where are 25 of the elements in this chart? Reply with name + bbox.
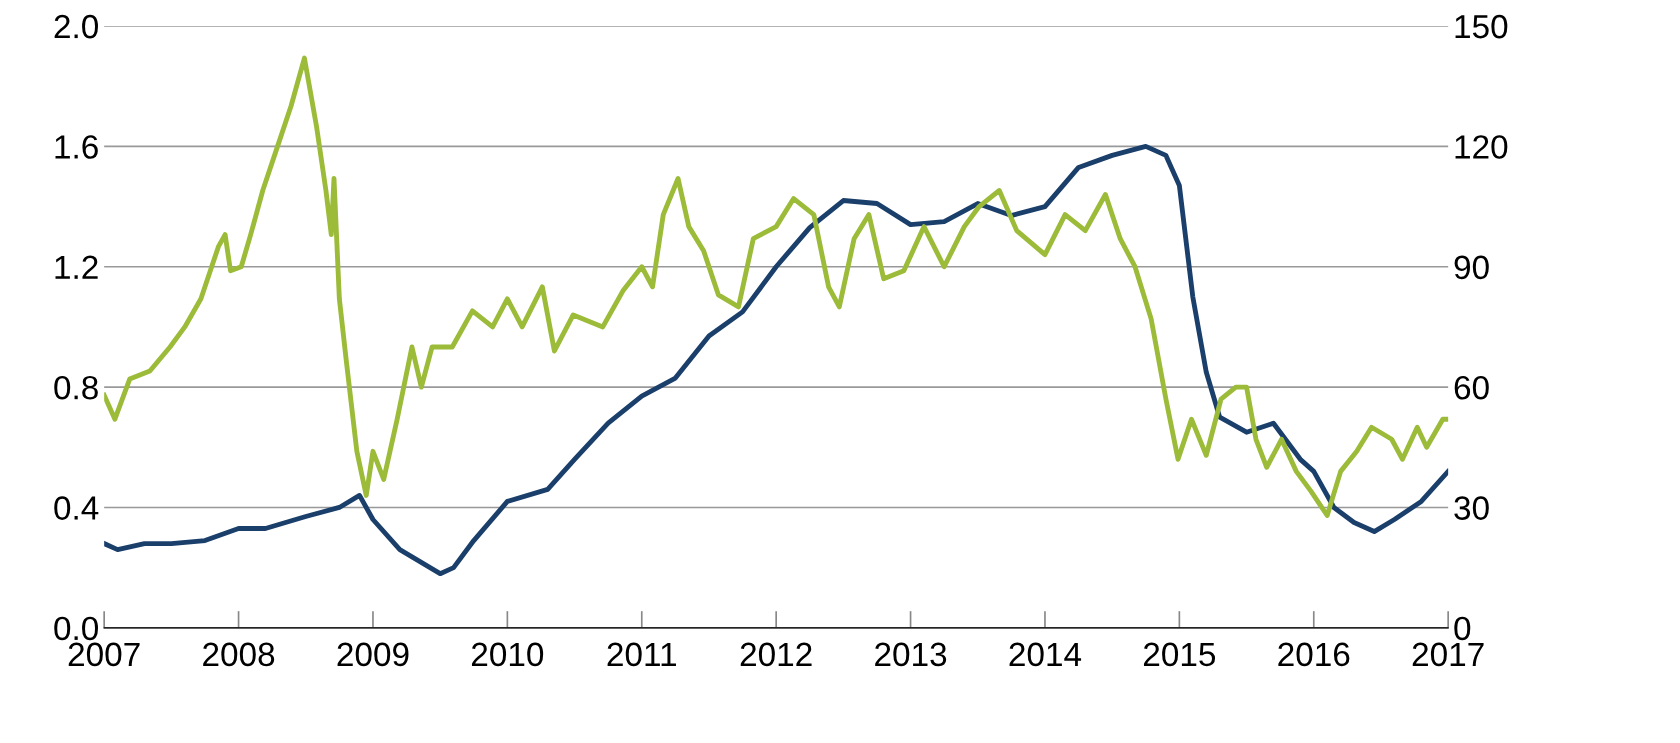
x-tick-label: 2017: [1412, 642, 1484, 667]
y2-tick-label: 60: [1454, 375, 1489, 400]
y-tick-label: 0.8: [54, 375, 98, 400]
y-tick-label: 2.0: [54, 14, 98, 39]
x-tick-label: 2011: [607, 642, 676, 667]
x-tick-label: 2012: [740, 642, 812, 667]
y-tick-label: 0.4: [54, 496, 99, 520]
y2-tick-label: 30: [1454, 496, 1489, 520]
y2-tick-label: 150: [1455, 14, 1508, 39]
y2-tick-label: 120: [1455, 135, 1508, 159]
y2-tick-label: 90: [1454, 255, 1489, 280]
line-series: [104, 55, 1449, 518]
x-tick-label: 2010: [471, 642, 544, 667]
y-tick-label: 1.2: [55, 255, 98, 279]
y2-tick-label: 0: [1454, 616, 1471, 641]
line-series: [104, 143, 1449, 577]
x-tick-label: 2009: [337, 642, 409, 667]
x-tick-label: 2014: [1009, 642, 1082, 667]
y-tick-label: 0.0: [54, 616, 98, 641]
x-tick-label: 2015: [1143, 642, 1216, 667]
x-tick-label: 2016: [1278, 642, 1350, 667]
x-tick-label: 2008: [203, 642, 275, 667]
x-tick-label: 2007: [68, 642, 140, 667]
x-tick-label: 2013: [875, 642, 947, 667]
y-tick-label: 1.6: [55, 135, 98, 159]
